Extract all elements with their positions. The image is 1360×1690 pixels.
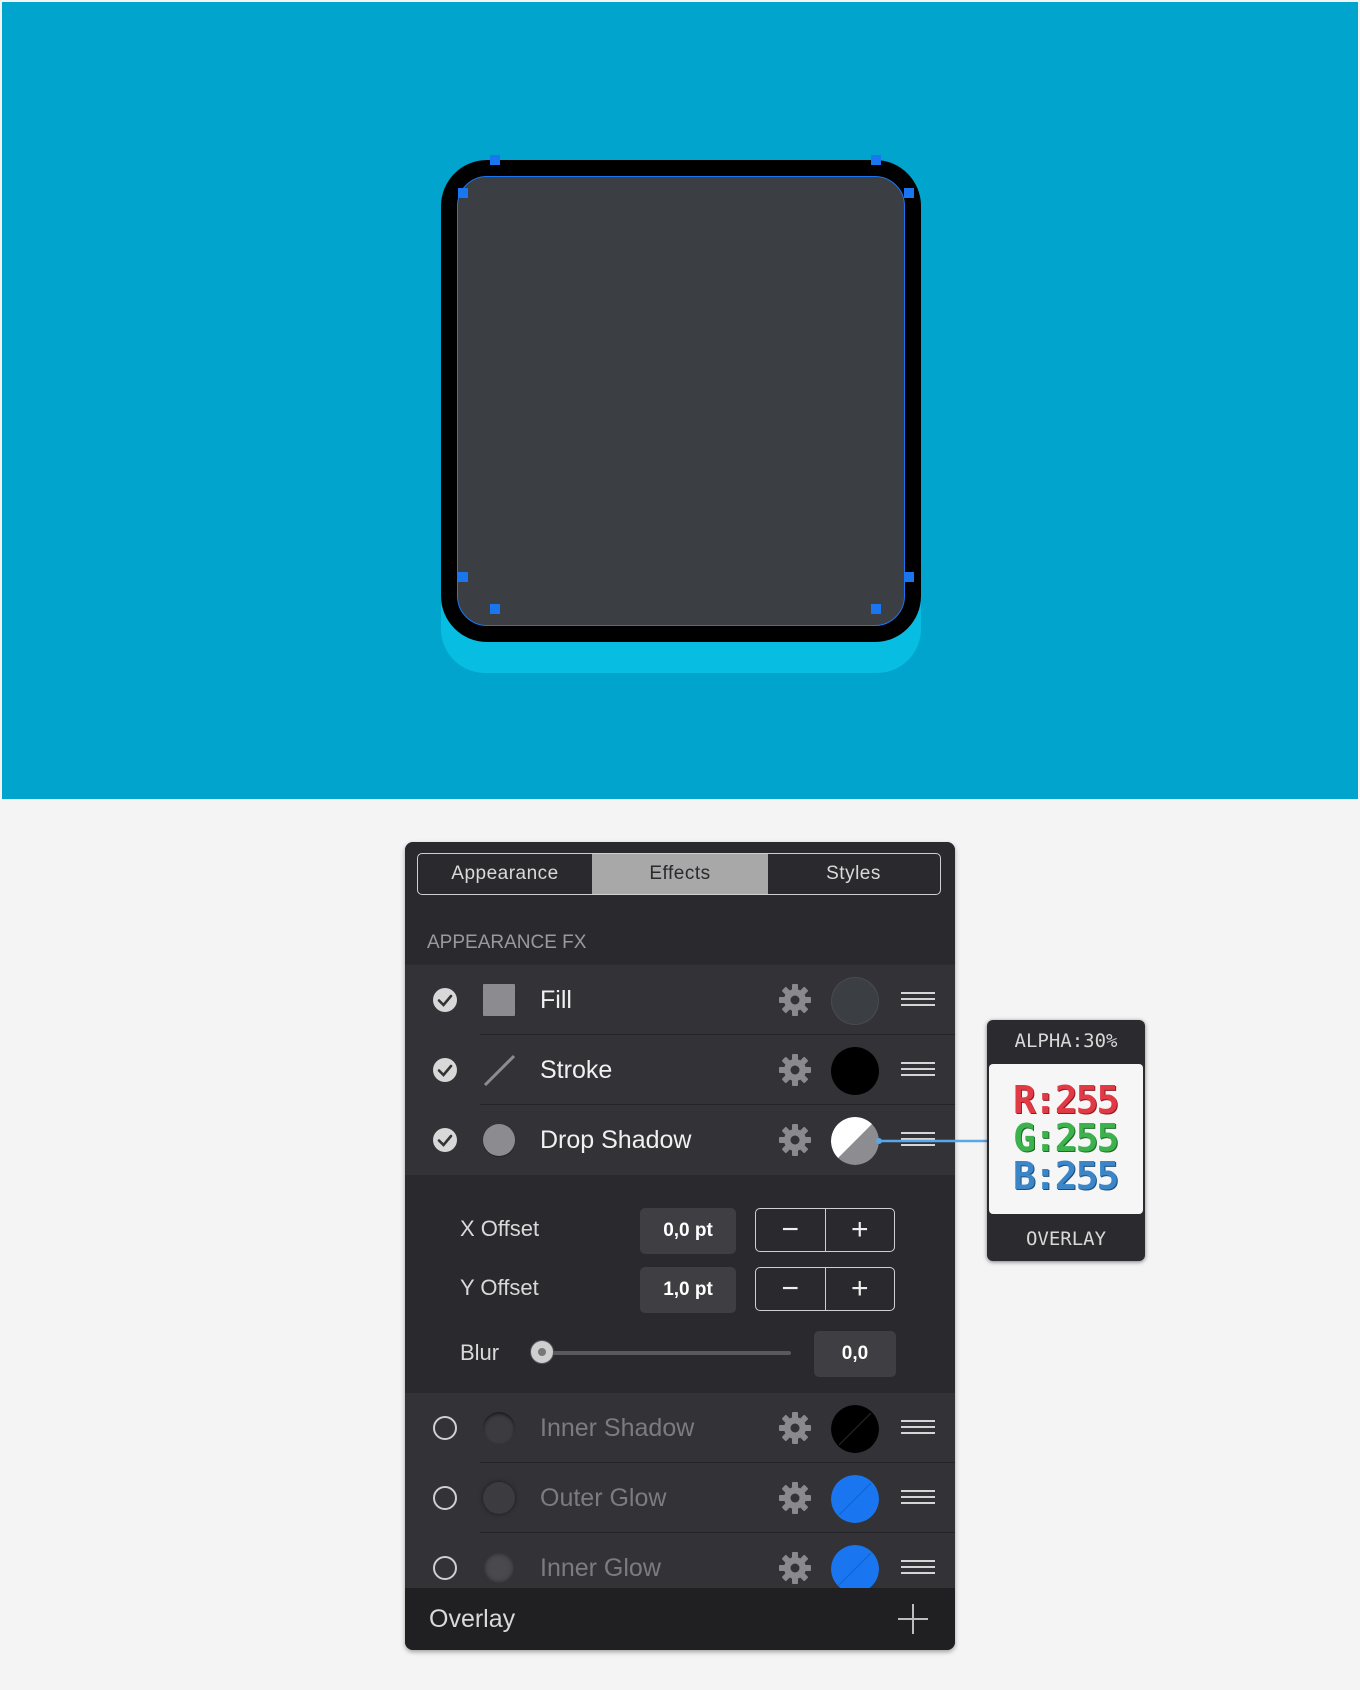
blur-slider-knob[interactable]: [531, 1341, 553, 1363]
color-swatch[interactable]: [831, 977, 879, 1025]
gear-icon[interactable]: [778, 983, 812, 1017]
canvas[interactable]: [2, 2, 1358, 799]
selection-handle[interactable]: [490, 155, 500, 165]
blur-field[interactable]: 0,0: [814, 1331, 896, 1377]
color-swatch[interactable]: [831, 1475, 879, 1523]
circle-icon: [483, 1552, 515, 1584]
alpha-readout: ALPHA:30%: [1014, 1030, 1118, 1052]
y-offset-decrement-button[interactable]: −: [781, 1272, 800, 1305]
disabled-toggle[interactable]: [433, 1486, 457, 1510]
tabs-bar: Appearance Effects Styles: [405, 842, 955, 908]
color-swatch[interactable]: [831, 1047, 879, 1095]
color-swatch[interactable]: [831, 1405, 879, 1453]
drag-handle-icon[interactable]: [901, 1062, 935, 1078]
gear-icon[interactable]: [778, 1481, 812, 1515]
checkmark-icon[interactable]: [433, 1128, 457, 1152]
panel-footer: Overlay: [405, 1588, 955, 1650]
gear-icon[interactable]: [778, 1411, 812, 1445]
shape-selection-outline: [457, 176, 905, 626]
effect-label: Inner Shadow: [540, 1414, 695, 1442]
tooltip-connector: [876, 1138, 988, 1144]
blur-label: Blur: [460, 1340, 500, 1365]
effect-label: Stroke: [540, 1056, 613, 1084]
checkmark-icon[interactable]: [433, 988, 457, 1012]
section-header: APPEARANCE FX: [405, 908, 955, 964]
blend-mode-readout: OVERLAY: [1025, 1228, 1107, 1250]
drag-handle-icon[interactable]: [901, 992, 935, 1008]
effect-row-inner-shadow[interactable]: Inner Shadow: [405, 1393, 955, 1463]
blur-slider[interactable]: [536, 1351, 791, 1355]
drag-handle-icon[interactable]: [901, 1560, 935, 1576]
tab-effects[interactable]: Effects: [592, 854, 768, 894]
selection-handle[interactable]: [904, 188, 914, 198]
red-value: R:255: [1013, 1078, 1119, 1122]
add-icon[interactable]: [897, 1603, 929, 1635]
rgb-card: R:255 G:255 B:255: [989, 1064, 1143, 1214]
selection-handle[interactable]: [871, 155, 881, 165]
circle-shadow-icon: [483, 1124, 515, 1156]
effect-row-drop-shadow[interactable]: Drop Shadow: [405, 1105, 955, 1175]
square-fill-icon: [483, 984, 515, 1016]
x-offset-increment-button[interactable]: +: [824, 1209, 895, 1251]
drag-handle-icon[interactable]: [901, 1490, 935, 1506]
rounded-square-shape[interactable]: [441, 160, 921, 642]
disabled-toggle[interactable]: [433, 1416, 457, 1440]
y-offset-label: Y Offset: [460, 1275, 539, 1300]
selection-handle[interactable]: [490, 604, 500, 614]
blue-value: B:255: [1013, 1154, 1119, 1198]
gear-icon[interactable]: [778, 1123, 812, 1157]
selection-handle[interactable]: [904, 572, 914, 582]
effect-row-fill[interactable]: Fill: [405, 965, 955, 1035]
appearance-panel: Appearance Effects Styles APPEARANCE FX …: [405, 842, 955, 1650]
x-offset-decrement-button[interactable]: −: [781, 1213, 800, 1246]
circle-icon: [483, 1412, 515, 1444]
color-swatch[interactable]: [831, 1545, 879, 1593]
effect-row-outer-glow[interactable]: Outer Glow: [405, 1463, 955, 1533]
effect-label: Inner Glow: [540, 1554, 661, 1582]
drag-handle-icon[interactable]: [901, 1132, 935, 1148]
green-value: G:255: [1013, 1116, 1119, 1160]
section-title: APPEARANCE FX: [427, 932, 587, 953]
effect-label: Outer Glow: [540, 1484, 667, 1512]
blend-mode-label[interactable]: Overlay: [429, 1605, 516, 1633]
effect-row-stroke[interactable]: Stroke: [405, 1035, 955, 1105]
gear-icon[interactable]: [778, 1551, 812, 1585]
y-offset-increment-button[interactable]: +: [824, 1268, 895, 1310]
disabled-toggle[interactable]: [433, 1556, 457, 1580]
selection-handle[interactable]: [458, 188, 468, 198]
line-stroke-icon: [483, 1054, 515, 1086]
color-swatch[interactable]: [831, 1117, 879, 1165]
segmented-tabs: Appearance Effects Styles: [417, 853, 941, 895]
selection-handle[interactable]: [871, 604, 881, 614]
effect-label: Drop Shadow: [540, 1126, 692, 1154]
effect-label: Fill: [540, 986, 572, 1014]
y-offset-field[interactable]: 1,0 pt: [640, 1267, 736, 1313]
gear-icon[interactable]: [778, 1053, 812, 1087]
color-tooltip: ALPHA:30% R:255 G:255 B:255 OVERLAY: [987, 1020, 1145, 1261]
tab-appearance[interactable]: Appearance: [451, 863, 559, 884]
drop-shadow-settings: X Offset 0,0 pt − + Y Offset 1,0 pt − + …: [405, 1175, 955, 1393]
x-offset-label: X Offset: [460, 1216, 540, 1241]
x-offset-field[interactable]: 0,0 pt: [640, 1208, 736, 1254]
y-offset-stepper: − +: [755, 1267, 895, 1311]
checkmark-icon[interactable]: [433, 1058, 457, 1082]
selection-handle[interactable]: [458, 572, 468, 582]
circle-icon: [483, 1482, 515, 1514]
x-offset-stepper: − +: [755, 1208, 895, 1252]
drag-handle-icon[interactable]: [901, 1420, 935, 1436]
tab-styles[interactable]: Styles: [826, 863, 881, 884]
